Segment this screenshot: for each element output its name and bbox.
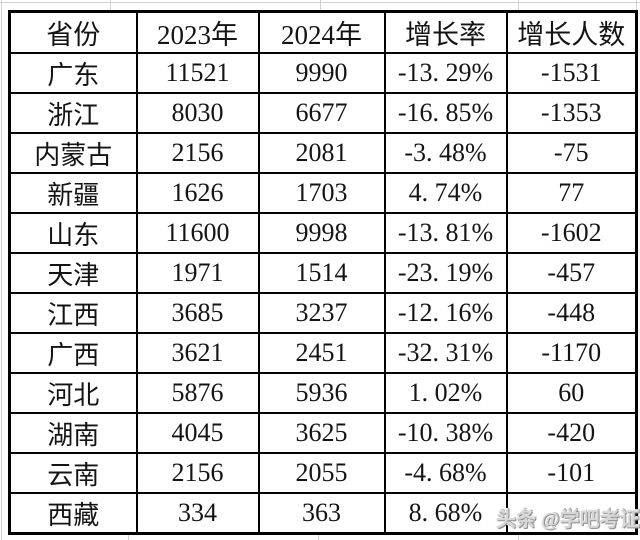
growth-rate-cell: -13. 29% <box>383 52 508 94</box>
y2023-cell: 2156 <box>135 132 260 174</box>
growth-rate-cell: -10. 38% <box>383 412 508 454</box>
y2023-cell: 1971 <box>135 252 260 294</box>
growth-rate-cell: 8. 68% <box>383 492 508 535</box>
growth-count-cell: -1353 <box>505 92 638 134</box>
table-row: 天津 1971 1514 -23. 19% -457 <box>8 252 638 294</box>
growth-rate-cell: 4. 74% <box>383 172 508 214</box>
y2024-cell: 2081 <box>257 132 386 174</box>
header-row: 省份 2023年 2024年 增长率 增长人数 <box>8 10 638 54</box>
growth-count-cell: -1170 <box>505 332 638 374</box>
y2024-cell: 3237 <box>257 292 386 334</box>
y2023-cell: 11600 <box>135 212 260 254</box>
table-row: 新疆 1626 1703 4. 74% 77 <box>8 172 638 214</box>
growth-count-cell: 77 <box>505 172 638 214</box>
y2023-cell: 3685 <box>135 292 260 334</box>
growth-rate-cell: -32. 31% <box>383 332 508 374</box>
background-gridline <box>320 0 321 10</box>
growth-count-cell: -1531 <box>505 52 638 94</box>
growth-rate-cell: -16. 85% <box>383 92 508 134</box>
growth-count-cell: -448 <box>505 292 638 334</box>
province-cell: 山东 <box>8 212 138 254</box>
province-cell: 内蒙古 <box>8 132 138 174</box>
y2023-cell: 8030 <box>135 92 260 134</box>
table-row: 内蒙古 2156 2081 -3. 48% -75 <box>8 132 638 174</box>
y2024-cell: 6677 <box>257 92 386 134</box>
growth-count-cell: -420 <box>505 412 638 454</box>
province-cell: 浙江 <box>8 92 138 134</box>
province-cell: 河北 <box>8 372 138 414</box>
province-growth-table: 省份 2023年 2024年 增长率 增长人数 广东 11521 9990 -1… <box>8 10 638 535</box>
y2023-cell: 1626 <box>135 172 260 214</box>
province-cell: 云南 <box>8 452 138 494</box>
growth-rate-cell: -4. 68% <box>383 452 508 494</box>
y2024-cell: 3625 <box>257 412 386 454</box>
province-cell: 新疆 <box>8 172 138 214</box>
growth-count-cell: -75 <box>505 132 638 174</box>
table-row: 云南 2156 2055 -4. 68% -101 <box>8 452 638 494</box>
province-cell: 江西 <box>8 292 138 334</box>
table-row: 江西 3685 3237 -12. 16% -448 <box>8 292 638 334</box>
y2024-cell: 1703 <box>257 172 386 214</box>
province-cell: 广西 <box>8 332 138 374</box>
y2023-cell: 3621 <box>135 332 260 374</box>
y2024-cell: 2055 <box>257 452 386 494</box>
table-row: 山东 11600 9998 -13. 81% -1602 <box>8 212 638 254</box>
province-cell: 湖南 <box>8 412 138 454</box>
table-row: 广西 3621 2451 -32. 31% -1170 <box>8 332 638 374</box>
col-header-2023: 2023年 <box>135 10 260 54</box>
background-gridline <box>518 0 519 10</box>
table-row: 河北 5876 5936 1. 02% 60 <box>8 372 638 414</box>
background-gridline <box>318 533 319 540</box>
table-row: 西藏 334 363 8. 68% <box>8 492 638 535</box>
col-header-province: 省份 <box>8 10 138 54</box>
y2024-cell: 9998 <box>257 212 386 254</box>
growth-rate-cell: -12. 16% <box>383 292 508 334</box>
province-cell: 广东 <box>8 52 138 94</box>
growth-rate-cell: -3. 48% <box>383 132 508 174</box>
y2024-cell: 363 <box>257 492 386 535</box>
growth-count-cell: -101 <box>505 452 638 494</box>
y2023-cell: 4045 <box>135 412 260 454</box>
y2024-cell: 5936 <box>257 372 386 414</box>
table-row: 广东 11521 9990 -13. 29% -1531 <box>8 52 638 94</box>
y2024-cell: 9990 <box>257 52 386 94</box>
background-gridline <box>1 0 2 540</box>
growth-rate-cell: 1. 02% <box>383 372 508 414</box>
growth-rate-cell: -13. 81% <box>383 212 508 254</box>
growth-count-cell: -1602 <box>505 212 638 254</box>
background-gridline <box>636 0 637 10</box>
province-cell: 天津 <box>8 252 138 294</box>
growth-count-cell <box>505 492 638 535</box>
col-header-2024: 2024年 <box>257 10 386 54</box>
background-gridline <box>110 0 111 10</box>
y2023-cell: 5876 <box>135 372 260 414</box>
col-header-growth-count: 增长人数 <box>505 10 638 54</box>
y2023-cell: 2156 <box>135 452 260 494</box>
col-header-growth-rate: 增长率 <box>383 10 508 54</box>
background-gridline <box>128 533 129 540</box>
table-row: 湖南 4045 3625 -10. 38% -420 <box>8 412 638 454</box>
growth-count-cell: 60 <box>505 372 638 414</box>
y2023-cell: 11521 <box>135 52 260 94</box>
growth-count-cell: -457 <box>505 252 638 294</box>
growth-rate-cell: -23. 19% <box>383 252 508 294</box>
y2023-cell: 334 <box>135 492 260 535</box>
y2024-cell: 2451 <box>257 332 386 374</box>
background-gridline <box>518 533 519 540</box>
table-row: 浙江 8030 6677 -16. 85% -1353 <box>8 92 638 134</box>
y2024-cell: 1514 <box>257 252 386 294</box>
province-cell: 西藏 <box>8 492 138 535</box>
